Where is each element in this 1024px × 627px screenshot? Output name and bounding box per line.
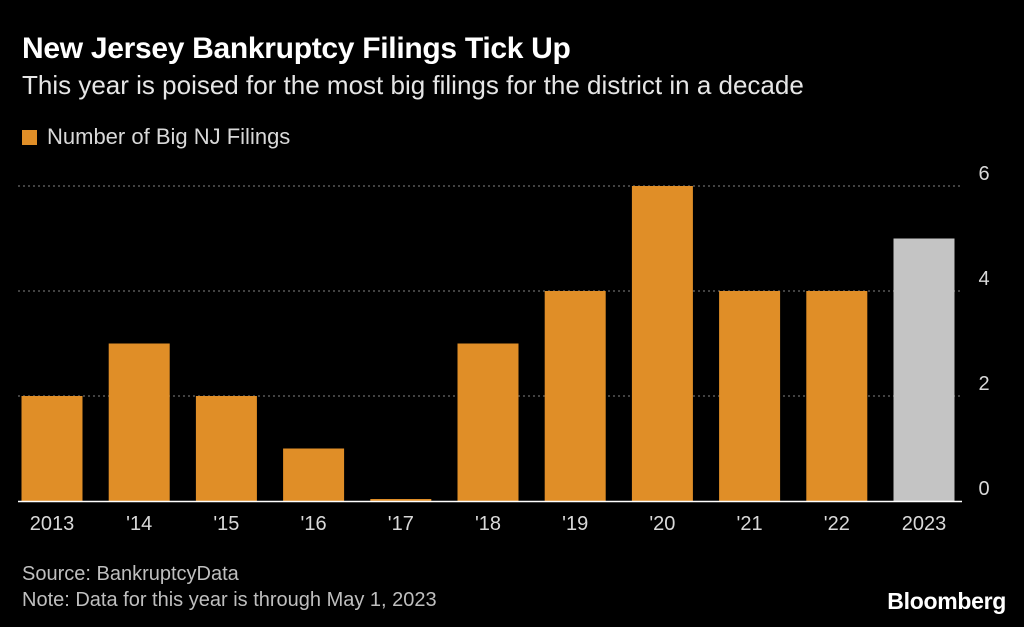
- source-note: Source: BankruptcyData: [22, 563, 239, 585]
- bar: [108, 343, 170, 501]
- bar: [457, 343, 519, 501]
- bar: [719, 291, 781, 501]
- x-tick-label: '20: [649, 513, 675, 535]
- bloomberg-logo: Bloomberg: [887, 588, 1006, 614]
- bar: [370, 499, 432, 501]
- bar: [893, 238, 955, 501]
- x-tick-label: '14: [126, 513, 152, 535]
- legend: Number of Big NJ Filings: [22, 124, 290, 150]
- x-tick-label: 2013: [30, 513, 75, 535]
- data-note: Note: Data for this year is through May …: [22, 589, 437, 611]
- x-tick-label: 2023: [902, 513, 947, 535]
- x-tick-label: '17: [388, 513, 414, 535]
- bar: [544, 291, 606, 501]
- legend-label: Number of Big NJ Filings: [47, 124, 291, 149]
- legend-swatch: [22, 129, 37, 145]
- x-tick-label: '22: [824, 513, 850, 535]
- bar: [283, 448, 345, 501]
- bar: [631, 186, 693, 501]
- x-tick-label: '16: [301, 513, 327, 535]
- bar: [195, 396, 257, 501]
- x-tick-label: '19: [562, 513, 588, 535]
- chart-subtitle: This year is poised for the most big fil…: [22, 70, 804, 100]
- bar: [806, 291, 868, 501]
- y-tick-label: 0: [978, 478, 989, 500]
- bar: [21, 396, 83, 501]
- x-tick-label: '21: [737, 513, 763, 535]
- chart-title: New Jersey Bankruptcy Filings Tick Up: [22, 32, 571, 65]
- x-tick-label: '15: [213, 513, 239, 535]
- y-tick-label: 2: [978, 373, 989, 395]
- y-tick-label: 6: [978, 163, 989, 185]
- y-tick-label: 4: [978, 268, 989, 290]
- x-tick-label: '18: [475, 513, 501, 535]
